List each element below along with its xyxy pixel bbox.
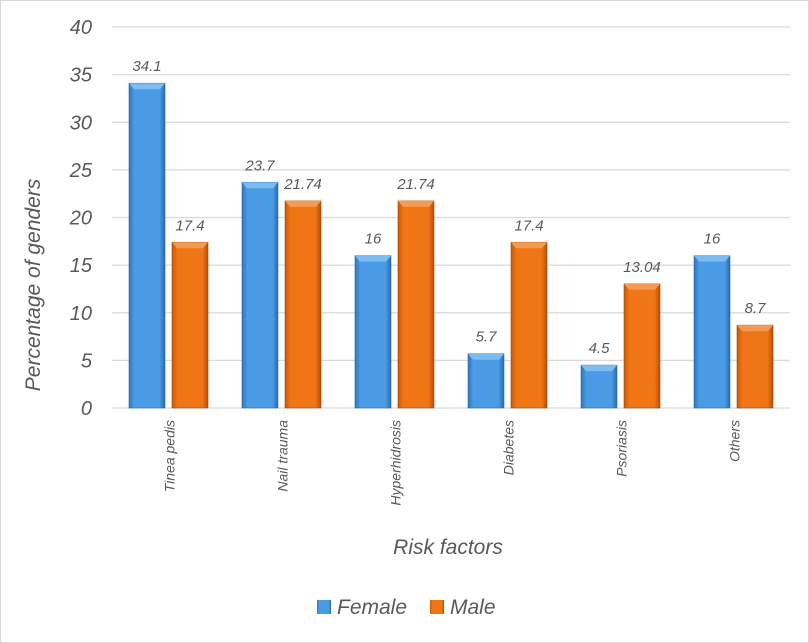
data-label: 5.7 <box>476 329 498 346</box>
y-tick-label: 0 <box>81 398 92 420</box>
y-tick-label: 15 <box>70 255 93 277</box>
bar-bevel <box>694 255 730 262</box>
bar-bevel <box>624 283 660 290</box>
x-tick-label: Others <box>727 420 743 462</box>
data-label: 13.04 <box>623 259 661 276</box>
bar-bevel <box>172 242 208 249</box>
data-label: 21.74 <box>396 176 435 193</box>
y-tick-label: 5 <box>81 350 93 372</box>
bar-male <box>171 241 209 409</box>
bar-male <box>510 241 548 409</box>
legend-label-male: Male <box>450 596 496 619</box>
x-axis-title: Risk factors <box>393 536 503 559</box>
bar-female <box>354 255 392 409</box>
data-label: 21.74 <box>283 176 322 193</box>
data-label: 23.7 <box>244 157 275 174</box>
x-tick-label: Hyperhidrosis <box>388 420 404 506</box>
y-tick-label: 40 <box>70 17 92 39</box>
bar-bevel <box>398 200 434 207</box>
data-label: 16 <box>704 231 721 248</box>
x-tick-label: Nail trauma <box>275 420 291 492</box>
data-label: 17.4 <box>175 217 204 234</box>
bar-male <box>397 200 435 409</box>
bar-male <box>284 200 322 409</box>
x-tick-label: Diabetes <box>501 420 517 475</box>
bar-bevel <box>511 242 547 249</box>
data-label: 17.4 <box>514 217 543 234</box>
y-axis-title: Percentage of genders <box>22 178 45 391</box>
legend-swatch-male <box>430 600 444 614</box>
bar-bevel <box>285 200 321 207</box>
bar-bevel <box>129 83 165 90</box>
bar-bevel <box>581 365 617 372</box>
bar-bevel <box>737 325 773 332</box>
bar-male <box>623 283 661 409</box>
x-tick-label: Tinea pedis <box>162 420 178 492</box>
bar-male <box>736 324 774 409</box>
legend-swatch-female <box>317 600 331 614</box>
bar-bevel <box>242 182 278 189</box>
data-label: 34.1 <box>132 58 161 75</box>
x-tick-label: Psoriasis <box>614 420 630 477</box>
bar-bevel <box>355 255 391 262</box>
y-tick-label: 10 <box>70 303 92 325</box>
legend-label-female: Female <box>337 596 407 619</box>
bar-female <box>128 82 166 409</box>
data-label: 8.7 <box>745 300 767 317</box>
bar-female <box>467 353 505 409</box>
bar-female <box>241 181 279 409</box>
y-tick-label: 35 <box>70 65 93 87</box>
y-tick-label: 25 <box>69 160 93 182</box>
bar-female <box>693 255 731 409</box>
y-tick-label: 30 <box>70 112 92 134</box>
y-tick-label: 20 <box>69 208 92 230</box>
bar-bevel <box>468 353 504 360</box>
legend: Female Male <box>317 596 496 619</box>
bar-female <box>580 364 618 409</box>
data-label: 4.5 <box>589 340 611 357</box>
data-label: 16 <box>365 231 382 248</box>
